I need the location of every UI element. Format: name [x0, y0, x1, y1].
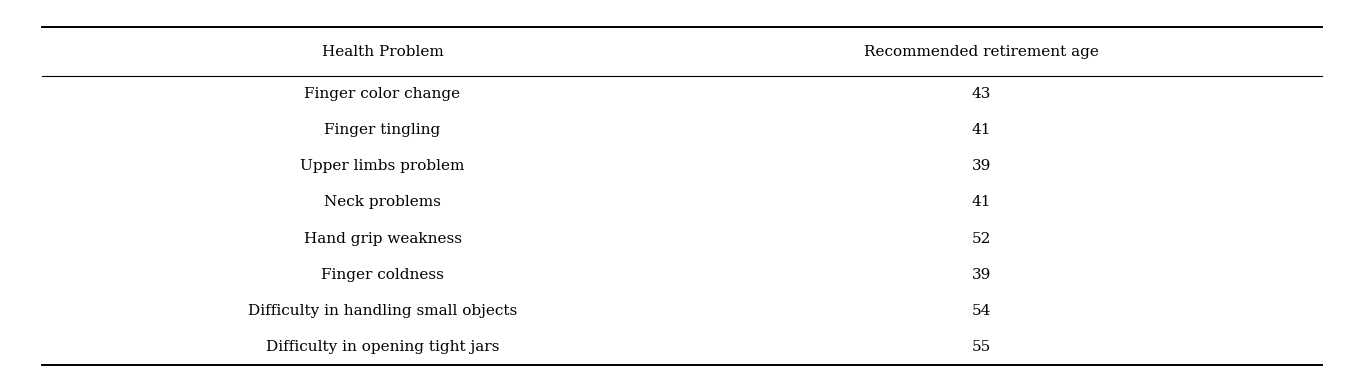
Text: 54: 54	[971, 304, 992, 318]
Text: 55: 55	[971, 340, 992, 354]
Text: Finger coldness: Finger coldness	[321, 268, 443, 282]
Text: Upper limbs problem: Upper limbs problem	[300, 159, 465, 173]
Text: Neck problems: Neck problems	[325, 195, 441, 209]
Text: Difficulty in opening tight jars: Difficulty in opening tight jars	[266, 340, 499, 354]
Text: 43: 43	[971, 87, 992, 101]
Text: Finger color change: Finger color change	[304, 87, 461, 101]
Text: 39: 39	[971, 159, 992, 173]
Text: 41: 41	[971, 195, 992, 209]
Text: 41: 41	[971, 123, 992, 137]
Text: 52: 52	[971, 232, 992, 245]
Text: Hand grip weakness: Hand grip weakness	[304, 232, 461, 245]
Text: 39: 39	[971, 268, 992, 282]
Text: Finger tingling: Finger tingling	[325, 123, 441, 137]
Text: Recommended retirement age: Recommended retirement age	[863, 45, 1099, 58]
Text: Difficulty in handling small objects: Difficulty in handling small objects	[248, 304, 517, 318]
Text: Health Problem: Health Problem	[322, 45, 443, 58]
